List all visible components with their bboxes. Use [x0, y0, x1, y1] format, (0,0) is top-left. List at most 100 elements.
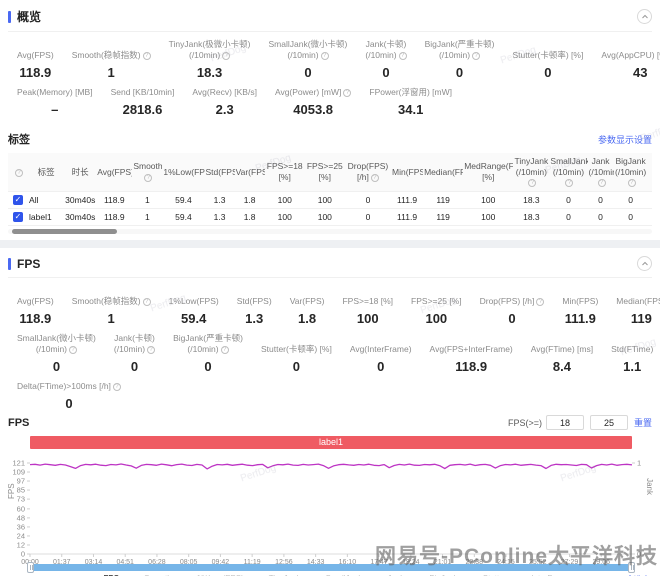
table-cell: 111.9 [391, 208, 424, 227]
metric-value: 118.9 [19, 65, 52, 81]
metric-value: 0 [65, 396, 73, 412]
info-icon[interactable] [472, 52, 481, 61]
info-icon[interactable] [220, 346, 229, 355]
table-cell: 0 [587, 208, 614, 227]
metric-label: Peak(Memory) [MB] [17, 87, 93, 98]
table-header-cell: Min(FPS) [391, 153, 424, 193]
reset-link[interactable]: 重置 [633, 418, 652, 429]
table-row: label130m40s118.9159.41.31.81001000111.9… [8, 208, 652, 227]
info-icon[interactable] [147, 346, 156, 355]
metric-value: 0 [544, 65, 552, 81]
metric-label: SmallJank(微小卡顿) (/10min) [269, 39, 347, 61]
info-icon[interactable] [142, 52, 151, 61]
fps-metrics: Avg(FPS) 118.9 Smooth(稳帧指数) 1 1%Low(FPS) 59.4… [8, 285, 660, 412]
metric: SmallJank(微小卡顿) (/10min) 0 [260, 39, 357, 80]
metric: Jank(卡顿) (/10min) 0 [105, 333, 164, 374]
legend-item-tinyjank[interactable]: TinyJank [255, 574, 301, 576]
metric: Avg(Recv) [KB/s] 2.3 [183, 87, 266, 117]
table-cell: 100 [304, 191, 345, 210]
metric-value: 34.1 [398, 102, 424, 118]
info-icon[interactable] [320, 52, 329, 61]
metric-label: Avg(FPS+InterFrame) [429, 344, 513, 355]
datazoom-handle-right[interactable] [628, 562, 635, 574]
metric-value: 0 [292, 359, 300, 375]
datazoom-slider[interactable] [27, 562, 635, 574]
table-cell: 30m40s [64, 191, 97, 210]
fps-line-chart[interactable]: 012243648607385971091211000:0001:3703:14… [8, 451, 652, 566]
info-icon[interactable] [222, 52, 231, 61]
display-settings-link[interactable]: 参数显示设置 [597, 134, 652, 145]
metric-label: Jank(卡顿) (/10min) [365, 39, 407, 61]
metric-value: 111.9 [564, 311, 596, 327]
legend-item-interframe[interactable]: InterFrame [517, 574, 570, 576]
table-header-cell: Smooth [132, 153, 163, 193]
legend-item-bigjank[interactable]: BigJank [415, 574, 457, 576]
legend-item-smooth[interactable]: Smooth [130, 574, 172, 576]
info-icon[interactable] [565, 179, 574, 188]
fps-collapse-button[interactable] [637, 256, 652, 272]
metric: Avg(Power) [mW] 4053.8 [266, 87, 360, 117]
row-checkbox[interactable] [13, 195, 24, 206]
datazoom-handle-left[interactable] [27, 562, 34, 574]
svg-text:60: 60 [17, 505, 25, 514]
metric: FPS>=18 [%] 100 [333, 296, 402, 326]
metric-value: 0 [130, 359, 139, 375]
table-cell: 1 [132, 208, 163, 227]
overview-collapse-button[interactable] [637, 9, 652, 24]
metric-value: 4053.8 [293, 102, 334, 118]
info-icon[interactable] [69, 346, 78, 355]
svg-text:19:24: 19:24 [402, 559, 420, 565]
metric: Drop(FPS) [/h] 0 [471, 296, 554, 326]
legend-item-1-low-fps-[interactable]: 1%Low(FPS) [183, 574, 244, 576]
row-checkbox[interactable] [13, 212, 24, 223]
info-icon[interactable] [112, 383, 121, 392]
table-header-cell: BigJank (/10min) [613, 153, 648, 193]
legend-item-stutter[interactable]: Stutter [469, 574, 507, 576]
legend-item-jank[interactable]: Jank [373, 574, 404, 576]
metric-label: Var(FPS) [289, 296, 325, 307]
metric-value: 0 [455, 65, 464, 81]
svg-text:08:05: 08:05 [180, 559, 198, 565]
info-icon[interactable] [142, 298, 151, 307]
metric-label: Send [KB/10min] [110, 87, 175, 98]
table-hscrollbar-thumb[interactable] [12, 229, 117, 235]
info-icon[interactable] [528, 179, 537, 188]
svg-text:25:52: 25:52 [529, 559, 547, 565]
chevron-up-icon [641, 14, 648, 18]
table-cell: 0 [613, 208, 648, 227]
svg-text:06:28: 06:28 [148, 559, 166, 565]
metric-label: Avg(InterFrame) [349, 344, 412, 355]
legend-item-fps[interactable]: FPS [90, 574, 120, 576]
labels-section-title: 标签 [8, 134, 30, 147]
table-cell: 119 [423, 191, 464, 210]
info-icon[interactable] [597, 179, 606, 188]
overview-section: 概览 Avg(FPS) 118.9 Smooth(稳帧指数) 1 TinyJank(极微… [0, 0, 660, 124]
info-icon[interactable] [536, 298, 545, 307]
info-icon[interactable] [627, 179, 636, 188]
metric: FPower(浮窗用) [mW] 34.1 [360, 87, 461, 117]
metric-value: 0 [204, 359, 212, 375]
metric: Peak(Memory) [MB] – [8, 87, 102, 117]
fps-threshold-input-1[interactable] [545, 415, 584, 431]
svg-text:16:10: 16:10 [339, 559, 357, 565]
svg-text:14:33: 14:33 [307, 559, 325, 565]
fps-threshold-input-2[interactable] [589, 415, 628, 431]
info-icon[interactable] [144, 174, 153, 183]
legend-label: Smooth [144, 574, 172, 576]
table-header-cell: TinyJank (/10min) [513, 153, 550, 193]
info-icon[interactable] [343, 89, 352, 98]
info-icon[interactable] [15, 168, 24, 177]
svg-text:0: 0 [21, 550, 25, 559]
info-icon[interactable] [398, 52, 407, 61]
table-cell [647, 208, 652, 227]
metric-value: 0 [382, 65, 390, 81]
legend-item-smalljank[interactable]: SmallJank [312, 574, 363, 576]
chevron-up-icon [641, 261, 648, 265]
table-header-cell: Avg(FPS) [96, 153, 133, 193]
metric-value: 100 [425, 311, 448, 327]
metric-value: 0 [377, 359, 385, 375]
svg-text:11:19: 11:19 [244, 559, 261, 565]
metric-label: Median(FPS) [616, 296, 660, 307]
info-icon[interactable] [370, 174, 379, 183]
